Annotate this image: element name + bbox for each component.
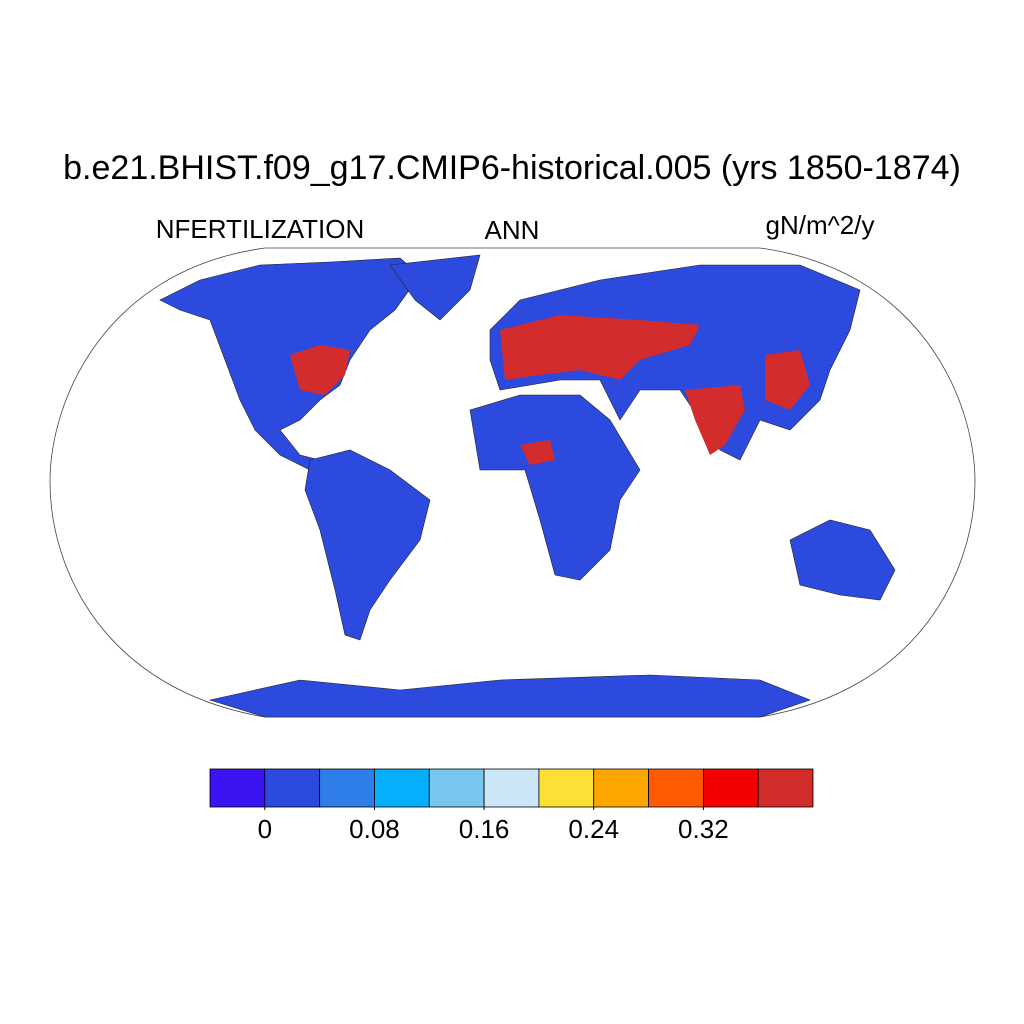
- high-region: [520, 440, 555, 465]
- colorbar-box: [428, 768, 485, 808]
- variable-label: NFERTILIZATION: [156, 214, 365, 244]
- colorbar-box: [374, 768, 430, 808]
- high-region: [290, 345, 350, 395]
- colorbar: 0 0.08 0.16 0.24 0.32: [209, 768, 814, 844]
- colorbar-box: [757, 768, 814, 808]
- colorbar-tick-label: 0: [258, 814, 272, 844]
- colorbar-tick-label: 0.16: [459, 814, 510, 844]
- greenland: [389, 254, 481, 321]
- colorbar-box: [319, 768, 375, 808]
- high-region: [500, 315, 700, 380]
- colorbar-tick-label: 0.32: [678, 814, 729, 844]
- high-region: [765, 350, 810, 410]
- title: b.e21.BHIST.f09_g17.CMIP6-historical.005…: [63, 149, 961, 187]
- map: [49, 247, 976, 718]
- colorbar-box: [702, 768, 759, 808]
- colorbar-tick-label: 0.08: [349, 814, 400, 844]
- colorbar-tick-label: 0.24: [568, 814, 619, 844]
- colorbar-box: [483, 768, 540, 808]
- high-region: [685, 385, 745, 455]
- season-label: ANN: [485, 215, 540, 245]
- africa: [469, 394, 641, 581]
- colorbar-box: [209, 768, 266, 808]
- colorbar-box: [264, 768, 321, 808]
- colorbar-box: [538, 768, 595, 808]
- colorbar-box: [648, 768, 704, 808]
- colorbar-box: [593, 768, 649, 808]
- australia: [789, 519, 896, 601]
- antarctica: [208, 674, 811, 718]
- units-label: gN/m^2/y: [765, 210, 874, 240]
- north-america: [159, 257, 421, 471]
- eurasia: [489, 264, 861, 461]
- south-america: [304, 449, 431, 641]
